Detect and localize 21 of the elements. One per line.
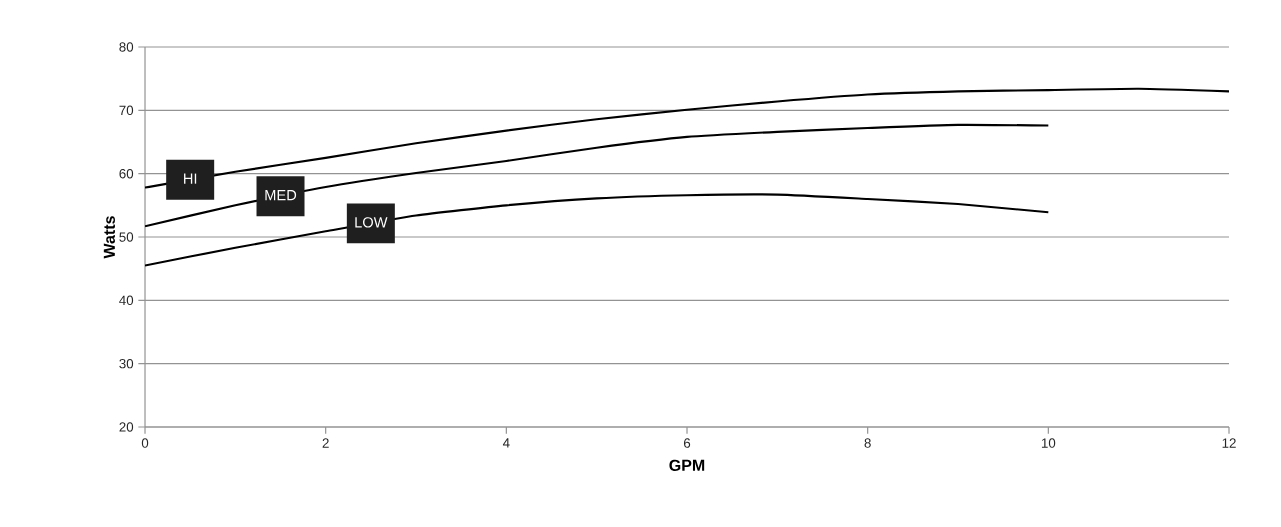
line-series: [145, 123, 1050, 228]
y-tick-label: 60: [119, 168, 134, 179]
series-label: LOW: [355, 217, 388, 228]
y-tick-label: 20: [119, 422, 134, 432]
x-tick-label: 8: [864, 438, 871, 448]
series-label: HI: [184, 173, 197, 184]
y-tick-label: 50: [119, 232, 134, 242]
x-tick-label: 6: [683, 438, 691, 448]
x-tick-label: 2: [322, 438, 329, 448]
x-tick-label: 4: [502, 438, 510, 448]
y-axis-title: Watts: [103, 216, 115, 259]
x-axis-title: GPM: [669, 459, 705, 471]
y-tick-label: 40: [119, 295, 134, 306]
y-tick-label: 80: [119, 42, 134, 52]
y-tick-label: 70: [119, 105, 134, 116]
x-tick-label: 12: [1222, 438, 1236, 448]
x-tick-label: 10: [1041, 438, 1056, 448]
x-tick-label: 0: [141, 438, 149, 448]
line-series: [145, 87, 1229, 189]
y-tick-label: 30: [119, 358, 134, 369]
series-label: MED: [265, 190, 297, 201]
